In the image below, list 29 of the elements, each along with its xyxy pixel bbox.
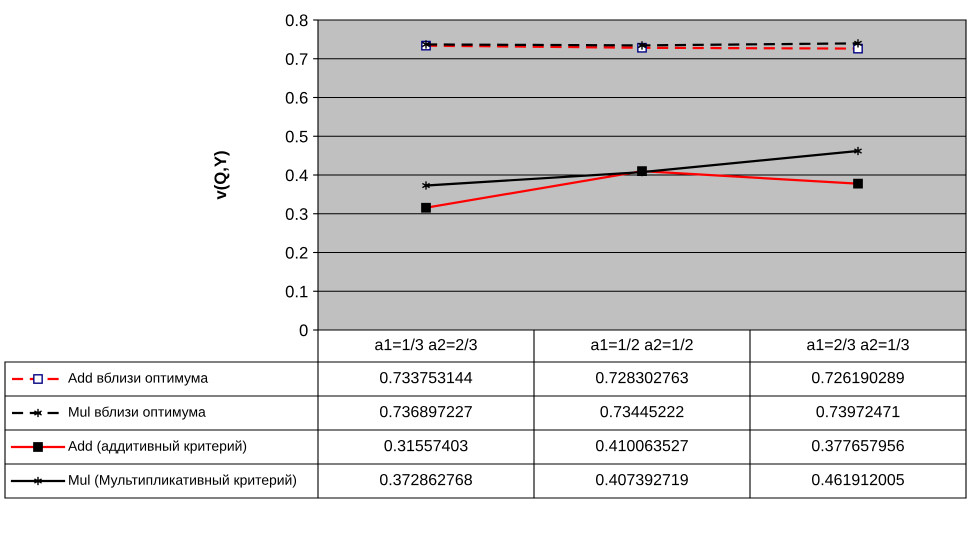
data-label: 0.726190289 [812,372,904,384]
y-tick-label: 0.7 [286,53,308,65]
y-tick-label: 0.4 [286,169,308,182]
x-tick-label: a1=2/3 a2=1/3 [807,338,909,350]
y-tick-label: 0.3 [286,208,308,220]
data-label: 0.377657956 [812,440,904,452]
y-tick-label: 0.5 [286,130,308,142]
y-axis-title: v(Q,Y) [214,151,230,200]
data-label: 0.410063527 [596,440,688,452]
y-tick-label: 0.6 [286,92,308,104]
data-label: 0.31557403 [384,440,468,452]
data-label: 0.73445222 [600,406,684,418]
y-tick-label: 0.2 [286,246,308,259]
legend-label: Add (аддитивный критерий) [68,440,246,454]
y-tick-label: 0.8 [286,14,308,26]
x-tick-label: a1=1/2 a2=1/2 [591,338,693,350]
data-label: 0.73972471 [816,406,900,418]
data-label: 0.461912005 [812,474,904,486]
legend-label: Mul (Мультипликативный критерий) [69,474,296,488]
data-label: 0.407392719 [596,474,688,486]
data-label: 0.372862768 [380,474,472,486]
legend-label: Mul вблизи оптимума [69,406,206,420]
y-tick-label: 0.1 [286,286,308,298]
data-label: 0.733753144 [380,372,472,384]
data-label: 0.728302763 [596,372,688,384]
data-label: 0.736897227 [380,406,472,418]
x-tick-label: a1=1/3 a2=2/3 [375,338,477,350]
y-tick-label: 0 [300,324,308,336]
legend-label: Add вблизи оптимума [68,372,208,386]
